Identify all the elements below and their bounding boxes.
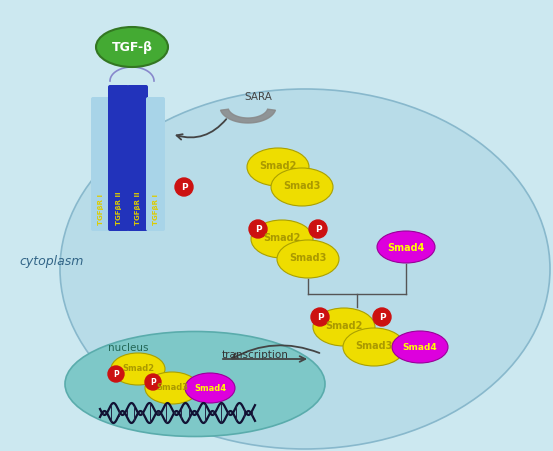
Text: TGF-β: TGF-β [112, 41, 153, 55]
Polygon shape [221, 110, 275, 124]
Circle shape [311, 308, 329, 326]
Text: P: P [379, 313, 385, 322]
Circle shape [108, 366, 124, 382]
Ellipse shape [392, 331, 448, 363]
Text: Smad4: Smad4 [403, 343, 437, 352]
Text: Smad3: Smad3 [283, 180, 321, 191]
Circle shape [145, 374, 161, 390]
FancyBboxPatch shape [108, 86, 129, 231]
Text: transcription: transcription [222, 349, 289, 359]
Ellipse shape [111, 353, 165, 385]
FancyBboxPatch shape [127, 86, 148, 231]
Text: Smad4: Smad4 [387, 243, 425, 253]
Text: P: P [150, 377, 156, 387]
Ellipse shape [313, 308, 375, 346]
Text: nucleus: nucleus [108, 342, 149, 352]
Text: P: P [317, 313, 324, 322]
Circle shape [175, 179, 193, 197]
Circle shape [373, 308, 391, 326]
Ellipse shape [185, 373, 235, 403]
Text: TGFβR I: TGFβR I [97, 193, 103, 225]
Ellipse shape [96, 28, 168, 68]
Ellipse shape [247, 149, 309, 187]
Text: Smad3: Smad3 [289, 253, 327, 262]
Text: Smad4: Smad4 [194, 384, 226, 393]
Text: SARA: SARA [244, 92, 272, 102]
Ellipse shape [343, 328, 405, 366]
Circle shape [249, 221, 267, 239]
Ellipse shape [60, 90, 550, 449]
Text: Smad3: Smad3 [156, 382, 188, 391]
Ellipse shape [251, 221, 313, 258]
Ellipse shape [377, 231, 435, 263]
Text: P: P [113, 370, 119, 379]
Text: Smad2: Smad2 [263, 232, 301, 243]
Text: P: P [315, 225, 321, 234]
FancyBboxPatch shape [146, 98, 165, 231]
Text: Smad2: Smad2 [259, 161, 297, 170]
Text: P: P [255, 225, 262, 234]
Text: TGFβR I: TGFβR I [153, 193, 159, 225]
FancyBboxPatch shape [91, 98, 110, 231]
Circle shape [309, 221, 327, 239]
Text: Smad3: Smad3 [356, 340, 393, 350]
Text: Smad2: Smad2 [325, 320, 363, 330]
Text: P: P [181, 183, 187, 192]
Ellipse shape [271, 169, 333, 207]
Text: cytoplasm: cytoplasm [20, 255, 84, 268]
Ellipse shape [277, 240, 339, 278]
Ellipse shape [145, 372, 199, 404]
Text: TGFβR II: TGFβR II [134, 191, 140, 225]
Text: Smad2: Smad2 [122, 364, 154, 373]
Ellipse shape [65, 332, 325, 437]
Text: TGFβR II: TGFβR II [116, 191, 122, 225]
